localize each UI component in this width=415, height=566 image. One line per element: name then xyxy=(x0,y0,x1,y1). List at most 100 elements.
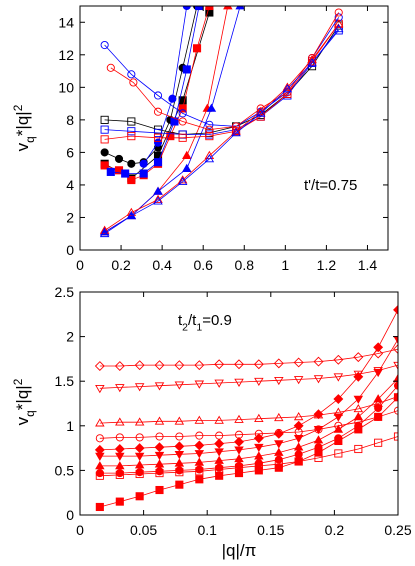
data-point xyxy=(182,163,192,172)
data-point xyxy=(100,135,109,144)
data-point xyxy=(95,418,105,427)
data-point xyxy=(175,480,184,489)
data-point xyxy=(94,361,105,371)
data-point xyxy=(293,357,304,368)
data-point xyxy=(393,304,398,315)
series-6 xyxy=(95,335,398,461)
data-point xyxy=(334,449,343,458)
y-tick-label: 14 xyxy=(58,14,74,30)
data-point xyxy=(134,383,145,392)
y-tick-label: 8 xyxy=(66,112,74,128)
y-tick-label: 4 xyxy=(66,177,74,193)
data-point xyxy=(95,385,105,394)
x-tick-label: 1.4 xyxy=(358,257,378,273)
x-tick-label: 0.1 xyxy=(197,522,217,538)
data-point xyxy=(235,6,245,10)
data-point xyxy=(115,417,125,426)
data-point xyxy=(313,375,324,384)
data-point xyxy=(100,161,109,170)
data-point xyxy=(135,492,144,501)
data-point xyxy=(195,431,204,440)
series-line xyxy=(99,410,398,439)
series-7 xyxy=(100,21,343,139)
data-point xyxy=(134,417,145,426)
data-point xyxy=(313,426,324,435)
data-point xyxy=(154,382,165,391)
data-point xyxy=(153,194,163,203)
data-point xyxy=(175,466,184,475)
data-point xyxy=(254,451,264,460)
data-point xyxy=(205,6,214,11)
data-point xyxy=(115,433,124,442)
plot-area xyxy=(99,6,344,238)
data-point xyxy=(234,436,244,447)
data-point xyxy=(234,359,244,370)
data-point xyxy=(314,448,323,457)
data-point xyxy=(182,6,191,11)
data-point xyxy=(121,169,130,178)
data-point xyxy=(175,432,184,441)
data-point xyxy=(178,109,187,118)
x-tick-label: 0 xyxy=(76,522,84,538)
y-axis-label: vq*|q|2 xyxy=(11,378,37,425)
data-point xyxy=(334,8,343,17)
data-point xyxy=(192,44,202,53)
data-point xyxy=(194,380,205,389)
y-tick-label: 0 xyxy=(66,242,74,258)
series-line xyxy=(104,25,340,135)
data-point xyxy=(354,425,363,434)
data-point xyxy=(115,497,124,506)
data-point xyxy=(293,420,304,431)
data-point xyxy=(178,104,187,113)
data-point xyxy=(374,412,383,421)
data-point xyxy=(134,460,145,469)
data-point xyxy=(232,122,241,131)
data-point xyxy=(174,360,185,371)
data-point xyxy=(214,455,224,464)
data-point xyxy=(294,450,303,459)
series-line xyxy=(104,28,340,235)
data-point xyxy=(194,450,205,459)
data-point xyxy=(154,360,165,371)
x-tick-label: 0.6 xyxy=(193,257,213,273)
data-point xyxy=(155,485,164,495)
plot-area xyxy=(94,304,398,512)
data-point xyxy=(95,502,104,512)
data-point xyxy=(274,455,283,464)
y-tick-label: 2 xyxy=(66,209,74,225)
series-line xyxy=(99,339,398,457)
data-point xyxy=(115,452,125,461)
data-point xyxy=(153,107,163,116)
data-point xyxy=(195,475,204,484)
data-point xyxy=(204,154,215,163)
data-point xyxy=(274,440,284,449)
data-point xyxy=(195,6,204,11)
data-point xyxy=(153,91,163,100)
data-point xyxy=(353,403,364,413)
data-point xyxy=(294,457,303,466)
x-tick-label: 0.2 xyxy=(111,257,131,273)
data-point xyxy=(126,210,137,220)
x-tick-label: 1.2 xyxy=(317,257,337,273)
data-point xyxy=(95,452,105,461)
data-point xyxy=(127,117,136,126)
series-11 xyxy=(106,8,343,134)
data-point xyxy=(393,361,398,371)
series-8 xyxy=(95,381,398,478)
data-point xyxy=(206,103,217,112)
series-line xyxy=(99,385,398,474)
data-point xyxy=(373,342,384,353)
data-point xyxy=(214,359,225,370)
data-point xyxy=(274,447,284,456)
data-point xyxy=(153,128,163,137)
data-point xyxy=(205,125,214,134)
data-point xyxy=(129,78,138,87)
series-4 xyxy=(139,6,191,168)
x-axis-label: |q|/π xyxy=(222,541,257,560)
data-point xyxy=(95,469,104,478)
data-point xyxy=(254,459,263,468)
data-point xyxy=(223,6,233,10)
data-point xyxy=(313,409,324,420)
data-point xyxy=(154,442,165,453)
data-point xyxy=(127,127,136,136)
